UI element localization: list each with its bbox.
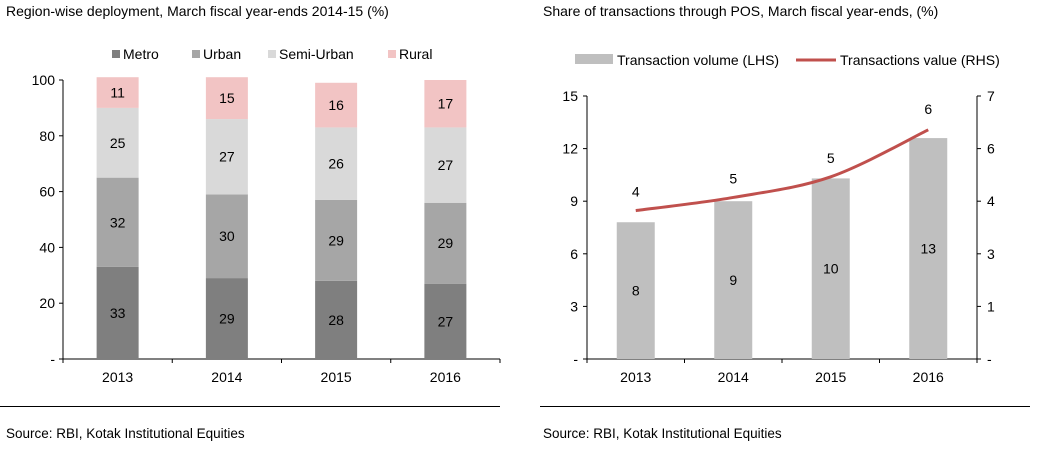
data-label-semi-urban: 27	[219, 149, 235, 165]
bar-rural-2014	[205, 77, 248, 120]
bar-transaction-volume-2015	[811, 178, 850, 359]
left-y-tick-label: 12	[562, 141, 578, 157]
x-tick-label: 2016	[913, 369, 944, 385]
line-transactions-value	[635, 128, 929, 213]
chart-title: Region-wise deployment, March fiscal yea…	[6, 3, 389, 19]
y-tick-label: -	[50, 351, 55, 367]
data-label-semi-urban: 26	[328, 156, 344, 172]
bar-urban-2013	[96, 177, 139, 267]
legend-label-transaction-volume: Transaction volume (LHS)	[617, 52, 779, 68]
x-tick-label: 2013	[102, 369, 133, 385]
data-label-rural: 15	[219, 90, 235, 106]
data-label-urban: 30	[219, 228, 235, 244]
x-tick-label: 2015	[321, 369, 352, 385]
line-data-label: 6	[924, 101, 932, 117]
bar-data-label: 8	[632, 283, 640, 299]
bar-transaction-volume-2014	[714, 201, 753, 359]
left-y-tick-label: 3	[570, 298, 578, 314]
y-tick-label: 40	[39, 239, 55, 255]
left-y-tick-label: 6	[570, 246, 578, 262]
data-label-semi-urban: 27	[438, 157, 454, 173]
legend-label-urban: Urban	[203, 46, 241, 62]
data-label-metro: 29	[219, 311, 235, 327]
legend-swatch-transaction-volume	[575, 54, 613, 64]
data-label-rural: 16	[328, 97, 344, 113]
bar-metro-2014	[205, 278, 248, 359]
bar-data-label: 10	[823, 261, 839, 277]
x-tick-label: 2014	[718, 369, 749, 385]
bar-semi-urban-2013	[96, 107, 139, 178]
legend-label-metro: Metro	[123, 46, 159, 62]
data-label-metro: 33	[110, 305, 126, 321]
bar-urban-2014	[205, 194, 248, 279]
x-tick-label: 2015	[815, 369, 846, 385]
data-label-semi-urban: 25	[110, 135, 126, 151]
legend-swatch-rural	[388, 50, 396, 58]
region-deployment-chart: - 20 40 60 80 100 2013 33 32 25 11 2014 29 30 27 15 2015…	[32, 46, 501, 385]
bar-metro-2016	[424, 283, 467, 359]
legend-swatch-semi-urban	[268, 50, 276, 58]
source-note: Source: RBI, Kotak Institutional Equitie…	[6, 426, 245, 441]
source-divider	[0, 406, 500, 407]
data-label-metro: 27	[438, 313, 454, 329]
right-y-tick-label: 4	[987, 193, 995, 209]
legend-label-transactions-value: Transactions value (RHS)	[840, 52, 1000, 68]
y-tick-label: 20	[39, 295, 55, 311]
line-data-label: 5	[827, 150, 835, 166]
right-y-tick-label: 3	[987, 246, 995, 262]
legend-swatch-urban	[192, 50, 200, 58]
bar-data-label: 13	[920, 241, 936, 257]
data-label-urban: 32	[110, 214, 126, 230]
data-label-rural: 11	[110, 85, 125, 101]
bar-metro-2015	[315, 280, 358, 359]
pos-transactions-chart-panel: Share of transactions through POS, March…	[540, 0, 1054, 450]
bar-data-label: 9	[729, 272, 737, 288]
x-tick-label: 2013	[620, 369, 651, 385]
right-y-tick-label: 6	[987, 141, 995, 157]
bar-semi-urban-2015	[315, 127, 358, 200]
right-y-tick-label: 7	[987, 88, 995, 104]
bar-semi-urban-2014	[205, 119, 248, 195]
legend-label-rural: Rural	[399, 46, 432, 62]
y-tick-label: 60	[39, 184, 55, 200]
y-tick-label: 80	[39, 128, 55, 144]
y-tick-label: 100	[32, 72, 56, 88]
data-label-rural: 17	[438, 96, 454, 112]
data-label-metro: 28	[328, 312, 344, 328]
left-y-tick-label: 9	[570, 193, 578, 209]
bar-rural-2013	[96, 77, 139, 108]
x-tick-label: 2014	[211, 369, 242, 385]
bar-urban-2015	[315, 199, 358, 281]
line-data-label: 5	[729, 170, 737, 186]
region-deployment-chart-panel: Region-wise deployment, March fiscal yea…	[0, 0, 520, 450]
left-y-tick-label: 15	[562, 88, 578, 104]
chart-title: Share of transactions through POS, March…	[543, 3, 939, 19]
legend-label-semi-urban: Semi-Urban	[279, 46, 354, 62]
bar-rural-2016	[424, 80, 467, 128]
data-label-urban: 29	[438, 235, 454, 251]
bar-rural-2015	[315, 82, 358, 128]
source-note: Source: RBI, Kotak Institutional Equitie…	[543, 426, 782, 441]
legend-swatch-metro	[112, 50, 120, 58]
left-y-tick-label: -	[573, 351, 578, 367]
bar-transaction-volume-2016	[909, 138, 948, 359]
right-y-tick-label: 1	[987, 298, 995, 314]
right-y-tick-label: -	[987, 351, 992, 367]
line-data-label: 4	[632, 184, 640, 200]
bar-metro-2013	[96, 266, 139, 359]
bar-transaction-volume-2013	[616, 222, 655, 359]
bar-urban-2016	[424, 202, 467, 284]
source-divider	[540, 406, 1030, 407]
bar-semi-urban-2016	[424, 127, 467, 203]
data-label-urban: 29	[328, 232, 344, 248]
x-tick-label: 2016	[430, 369, 461, 385]
pos-transactions-chart: -3691215-1346720138201492015102016134556…	[562, 52, 1000, 385]
